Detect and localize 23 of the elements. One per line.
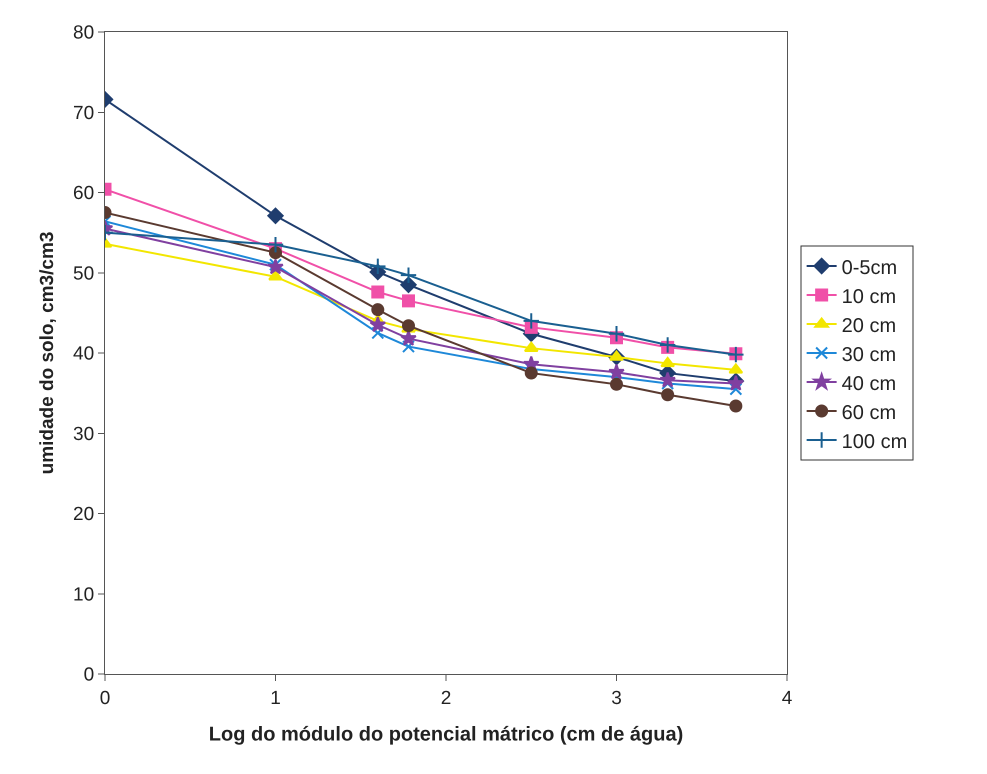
y-tick-label: 10 [73, 584, 94, 606]
x-tick-label: 1 [270, 688, 281, 709]
legend-label: 20 cm [842, 314, 896, 337]
x-tick-label: 4 [782, 688, 793, 709]
x-tick-label: 3 [611, 688, 622, 709]
legend-label: 10 cm [842, 286, 896, 308]
y-tick-label: 40 [73, 344, 94, 365]
legend-label: 0-5cm [842, 256, 898, 279]
y-tick-label: 80 [73, 22, 94, 44]
x-tick-label: 0 [100, 688, 110, 709]
x-axis-title: Log do módulo do potencial mátrico (cm de água) [208, 723, 684, 746]
legend-label: 40 cm [842, 372, 896, 395]
x-tick-label: 2 [440, 688, 452, 709]
y-axis-title: umidade do solo, cm3/cm3 [36, 232, 58, 474]
y-tick-label: 70 [73, 102, 94, 124]
y-tick-label: 60 [73, 183, 94, 204]
y-tick-label: 0 [84, 664, 94, 686]
legend-label: 100 cm [842, 430, 908, 453]
legend-label: 30 cm [842, 344, 896, 366]
y-tick-label: 20 [73, 504, 94, 526]
y-tick-label: 50 [73, 263, 94, 284]
y-tick-label: 30 [73, 424, 94, 445]
legend-label: 60 cm [842, 402, 896, 424]
